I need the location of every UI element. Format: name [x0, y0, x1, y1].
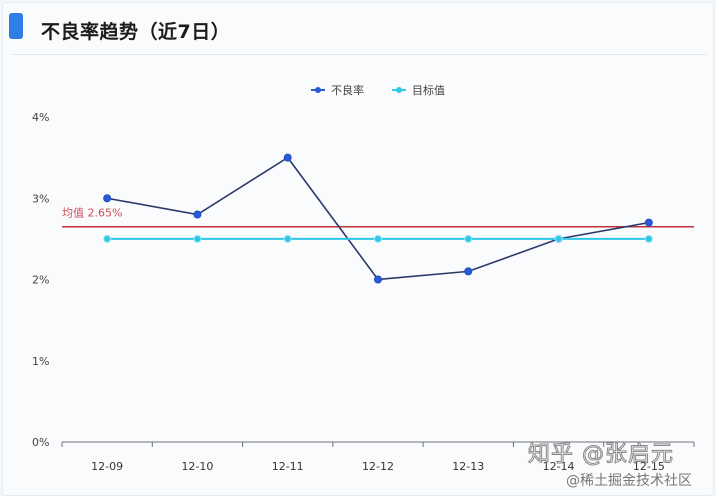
legend-item-target[interactable]: 目标值 — [392, 82, 445, 98]
x-tick-label: 12-12 — [362, 460, 394, 473]
y-tick-label: 3% — [32, 192, 49, 205]
data-point — [103, 194, 112, 203]
legend-label: 不良率 — [331, 84, 364, 97]
x-tick-label: 12-13 — [452, 460, 484, 473]
y-tick-label: 1% — [32, 355, 49, 368]
data-point — [283, 153, 292, 162]
y-tick-label: 2% — [32, 274, 49, 287]
defect-rate-line — [107, 156, 649, 281]
data-point — [103, 234, 112, 243]
x-tick-label: 12-14 — [543, 460, 575, 473]
watermark-zhihu: 知乎 @张启元 — [528, 442, 674, 468]
x-tick-label: 12-09 — [91, 460, 123, 473]
x-tick-label: 12-15 — [633, 460, 665, 473]
header-divider — [11, 54, 707, 55]
data-point — [464, 234, 473, 243]
data-point — [644, 234, 653, 243]
watermark-juejin: @稀土掘金技术社区 — [566, 473, 692, 489]
line-marker-icon — [311, 86, 325, 94]
y-tick-label: 4% — [32, 111, 49, 124]
legend-item-defect-rate[interactable]: 不良率 — [311, 82, 364, 98]
data-point — [464, 267, 473, 276]
data-point — [193, 234, 202, 243]
data-point — [374, 234, 382, 243]
x-tick-label: 12-11 — [272, 460, 304, 473]
line-marker-icon — [392, 86, 406, 94]
chart-title: 不良率趋势（近7日） — [41, 21, 231, 43]
title-accent-bar — [9, 13, 23, 39]
card-header: 不良率趋势（近7日） — [3, 3, 713, 53]
x-tick-label: 12-10 — [181, 460, 213, 473]
average-mark-label: 均值 2.65% — [62, 207, 122, 220]
chart-legend: 不良率 目标值 — [0, 82, 716, 98]
data-point — [283, 234, 292, 243]
y-tick-label: 0% — [32, 436, 49, 449]
data-point — [554, 234, 563, 243]
data-point — [193, 210, 202, 219]
legend-label: 目标值 — [412, 84, 445, 97]
data-point — [644, 218, 653, 227]
data-point — [374, 275, 382, 284]
